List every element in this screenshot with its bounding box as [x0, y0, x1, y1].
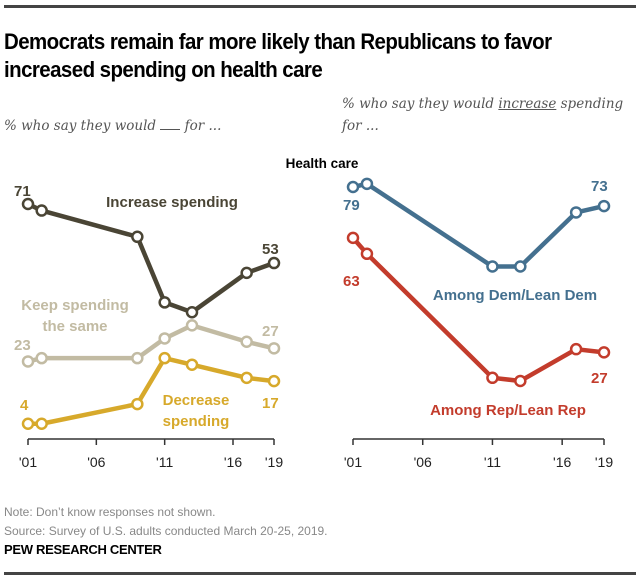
data-point	[597, 199, 611, 213]
data-point	[240, 371, 253, 385]
series-line-increase-spending	[27, 201, 275, 315]
right-panel: '01 '06 '11 '16 '19 79 73 Among Dem/Lean Dem 63 2…	[343, 177, 613, 470]
start-value-label: 79	[343, 197, 360, 214]
end-value-label: 53	[262, 241, 279, 258]
series-name-label: Among Rep/Lean Rep	[430, 402, 586, 419]
x-tick-label: '16	[224, 454, 242, 470]
series-name-label: Decrease	[163, 392, 230, 409]
data-point	[35, 351, 48, 365]
panel-title-health-care: Health care	[286, 156, 359, 171]
data-point	[21, 417, 35, 431]
subtitle-left-before: % who say they would	[4, 118, 161, 134]
series-line-decrease-spending	[28, 355, 275, 427]
note: Note: Don’t know responses not shown.	[4, 505, 216, 519]
left-panel-subtitle: % who say they would for ...	[4, 115, 221, 137]
x-tick-label: '01	[344, 454, 362, 470]
data-point	[360, 177, 374, 191]
data-point	[514, 374, 527, 388]
data-point	[158, 296, 171, 309]
top-rule	[4, 5, 636, 8]
data-point	[514, 260, 527, 273]
data-point	[486, 260, 499, 273]
data-point	[267, 374, 281, 388]
subtitle-right-underlined: increase	[498, 96, 557, 112]
x-tick-label: '19	[595, 454, 613, 470]
start-value-label: 71	[14, 183, 31, 200]
x-tick-label: '06	[87, 454, 105, 470]
start-value-label: 63	[343, 273, 360, 290]
end-value-label: 17	[262, 395, 279, 412]
data-point	[131, 230, 144, 244]
data-point	[35, 417, 48, 431]
start-value-label: 4	[20, 397, 29, 414]
data-point	[346, 180, 360, 194]
data-point	[569, 342, 583, 356]
x-tick-label: '11	[156, 454, 173, 470]
x-tick-label: '19	[265, 454, 283, 470]
data-point	[21, 355, 35, 368]
data-point	[185, 358, 199, 371]
series-name-label: Increase spending	[106, 194, 238, 211]
data-point	[240, 266, 253, 280]
data-point	[597, 346, 611, 359]
data-point	[486, 371, 499, 385]
data-point	[21, 197, 35, 211]
subtitle-right-after: spending for ...	[342, 96, 624, 134]
data-point	[35, 204, 48, 217]
data-point	[158, 351, 171, 365]
x-tick-label: '11	[484, 454, 501, 470]
data-point	[185, 319, 199, 332]
data-point	[267, 256, 281, 270]
data-point	[131, 351, 144, 365]
series-line-among-dem-lean-dem	[352, 181, 605, 269]
subtitle-right-before: % who say they would	[342, 96, 499, 112]
data-point	[360, 247, 374, 261]
chart-area: Health care '01 '06 '11 '16 '19 71 53 Increase …	[14, 156, 613, 470]
series-name-label: Keep spending	[21, 297, 129, 314]
end-value-label: 27	[262, 323, 279, 340]
right-panel-subtitle: % who say they would increase spending f…	[342, 93, 632, 137]
data-point	[267, 342, 281, 355]
x-tick-label: '06	[414, 454, 432, 470]
x-tick-label: '16	[553, 454, 571, 470]
x-tick-label: '01	[19, 454, 37, 470]
data-point	[185, 305, 199, 319]
bottom-rule	[4, 572, 636, 575]
end-value-label: 73	[591, 178, 608, 195]
chart-title: Democrats remain far more likely than Re…	[4, 29, 552, 82]
left-panel: '01 '06 '11 '16 '19 71 53 Increase spending 23 27…	[14, 183, 283, 470]
series-name-label: Among Dem/Lean Dem	[433, 287, 597, 304]
brand-pew-research-center: PEW RESEARCH CENTER	[4, 542, 162, 557]
data-point	[346, 231, 360, 245]
data-point	[158, 332, 171, 345]
series-name-label: the same	[42, 318, 107, 335]
start-value-label: 23	[14, 337, 31, 354]
subtitle-left-after: for ...	[180, 118, 222, 134]
data-point	[131, 397, 144, 411]
end-value-label: 27	[591, 370, 608, 387]
source: Source: Survey of U.S. adults conducted …	[4, 524, 328, 538]
series-name-label: spending	[163, 413, 230, 430]
blank-underline	[160, 117, 181, 130]
data-point	[240, 335, 253, 349]
data-point	[569, 206, 583, 219]
